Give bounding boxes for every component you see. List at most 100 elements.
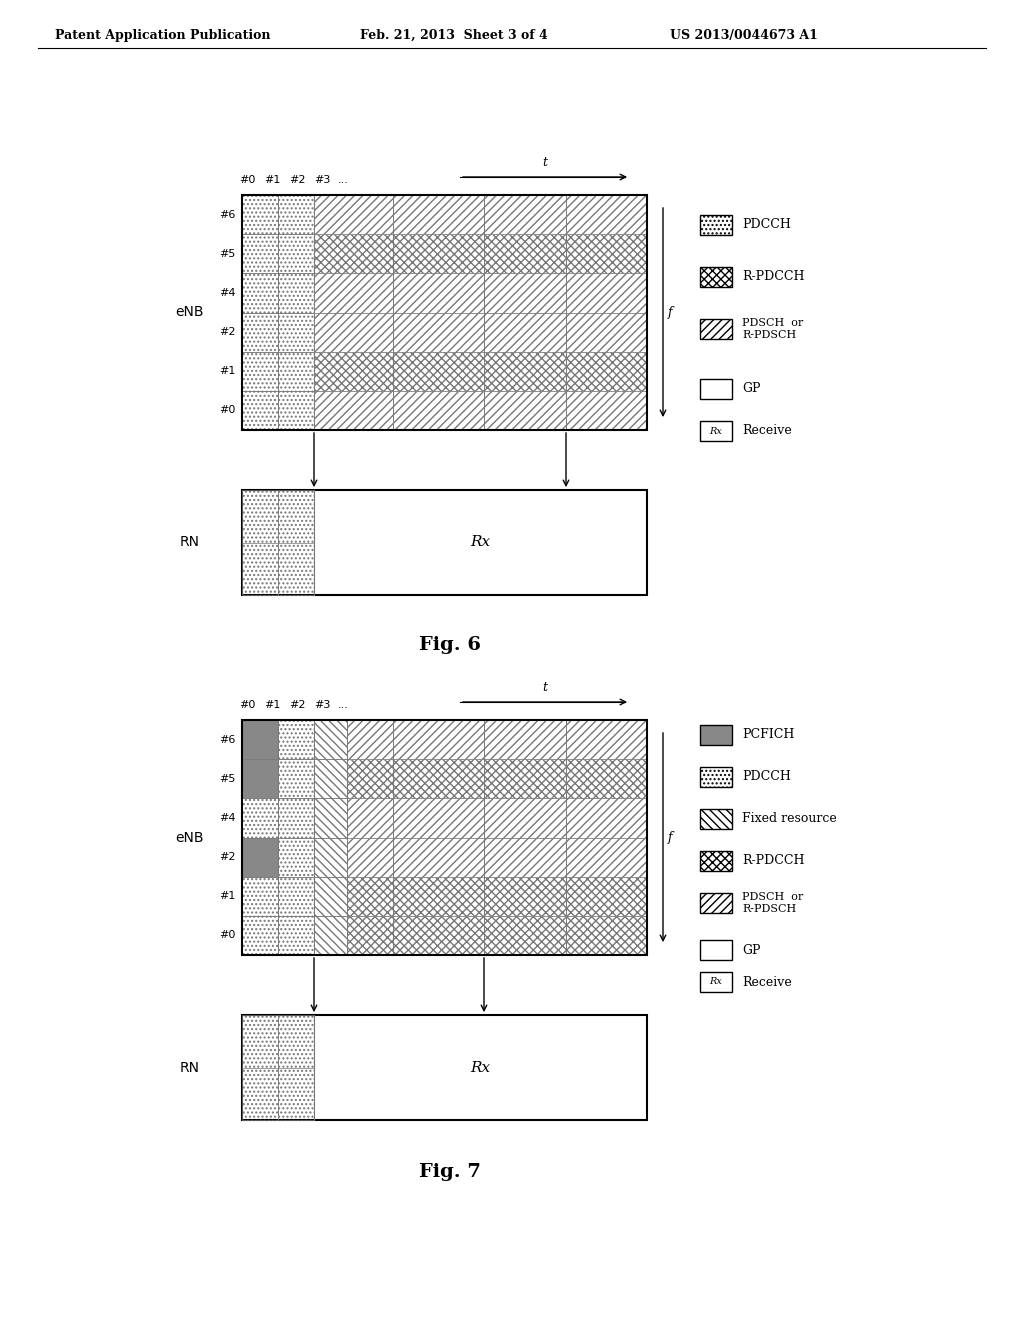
Bar: [242, 1015, 278, 1119]
Bar: [700, 940, 732, 960]
Bar: [314, 273, 393, 313]
Text: R-PDCCH: R-PDCCH: [742, 271, 805, 284]
Text: t: t: [543, 681, 548, 694]
Bar: [484, 916, 566, 954]
Text: Patent Application Publication: Patent Application Publication: [55, 29, 270, 41]
Bar: [393, 799, 484, 837]
Bar: [314, 195, 393, 234]
Bar: [242, 391, 278, 430]
Bar: [566, 391, 647, 430]
Bar: [700, 421, 732, 441]
Bar: [314, 234, 393, 273]
Bar: [314, 799, 347, 837]
Bar: [242, 351, 278, 391]
Text: R-PDSCH: R-PDSCH: [742, 904, 797, 913]
Text: #6: #6: [219, 735, 236, 744]
Text: Rx: Rx: [470, 536, 490, 549]
Text: PDSCH  or: PDSCH or: [742, 892, 803, 902]
Bar: [393, 876, 484, 916]
Text: f: f: [668, 306, 673, 319]
Bar: [314, 351, 393, 391]
Bar: [484, 759, 566, 799]
Text: #2: #2: [219, 327, 236, 337]
Bar: [242, 195, 278, 234]
Text: GP: GP: [742, 383, 761, 396]
Bar: [278, 313, 314, 351]
Bar: [278, 234, 314, 273]
Bar: [393, 837, 484, 876]
Bar: [314, 391, 393, 430]
Text: #0: #0: [219, 405, 236, 416]
Bar: [700, 894, 732, 913]
Text: #1: #1: [219, 366, 236, 376]
Bar: [484, 273, 566, 313]
Bar: [700, 809, 732, 829]
Text: eNB: eNB: [176, 305, 204, 319]
Text: RN: RN: [180, 536, 200, 549]
Text: R-PDCCH: R-PDCCH: [742, 854, 805, 867]
Bar: [242, 876, 278, 916]
Bar: [566, 195, 647, 234]
Bar: [242, 837, 278, 876]
Text: PDSCH  or: PDSCH or: [742, 318, 803, 327]
Text: Receive: Receive: [742, 425, 792, 437]
Text: #4: #4: [219, 288, 236, 298]
Text: #4: #4: [219, 813, 236, 822]
Text: #2: #2: [219, 853, 236, 862]
Bar: [700, 215, 732, 235]
Text: Fixed resource: Fixed resource: [742, 813, 837, 825]
Bar: [314, 719, 347, 759]
Bar: [393, 313, 484, 351]
Bar: [314, 759, 347, 799]
Bar: [278, 1015, 314, 1119]
Bar: [484, 799, 566, 837]
Bar: [347, 799, 393, 837]
Bar: [700, 379, 732, 399]
Bar: [566, 837, 647, 876]
Bar: [700, 725, 732, 744]
Bar: [393, 759, 484, 799]
Text: Feb. 21, 2013  Sheet 3 of 4: Feb. 21, 2013 Sheet 3 of 4: [360, 29, 548, 41]
Bar: [347, 837, 393, 876]
Bar: [278, 916, 314, 954]
Text: Fig. 7: Fig. 7: [419, 1163, 481, 1181]
Text: t: t: [543, 156, 548, 169]
Bar: [278, 759, 314, 799]
Bar: [484, 234, 566, 273]
Text: ...: ...: [338, 700, 348, 710]
Bar: [242, 234, 278, 273]
Text: ...: ...: [338, 176, 348, 185]
Bar: [242, 719, 647, 954]
Text: f: f: [668, 832, 673, 843]
Bar: [278, 490, 314, 595]
Bar: [347, 876, 393, 916]
Text: #0: #0: [239, 700, 255, 710]
Bar: [242, 799, 278, 837]
Bar: [484, 351, 566, 391]
Bar: [566, 916, 647, 954]
Bar: [347, 759, 393, 799]
Bar: [242, 1015, 647, 1119]
Text: Rx: Rx: [710, 978, 723, 986]
Bar: [347, 916, 393, 954]
Text: #0: #0: [219, 931, 236, 940]
Bar: [700, 972, 732, 993]
Bar: [314, 876, 347, 916]
Text: US 2013/0044673 A1: US 2013/0044673 A1: [670, 29, 818, 41]
Text: PCFICH: PCFICH: [742, 729, 795, 742]
Bar: [278, 719, 314, 759]
Text: #3: #3: [313, 176, 330, 185]
Text: #3: #3: [313, 700, 330, 710]
Bar: [566, 719, 647, 759]
Bar: [278, 799, 314, 837]
Bar: [700, 267, 732, 286]
Text: #1: #1: [219, 891, 236, 902]
Bar: [242, 195, 647, 430]
Text: RN: RN: [180, 1060, 200, 1074]
Bar: [393, 273, 484, 313]
Bar: [393, 719, 484, 759]
Bar: [347, 719, 393, 759]
Bar: [242, 916, 278, 954]
Text: GP: GP: [742, 944, 761, 957]
Text: #0: #0: [239, 176, 255, 185]
